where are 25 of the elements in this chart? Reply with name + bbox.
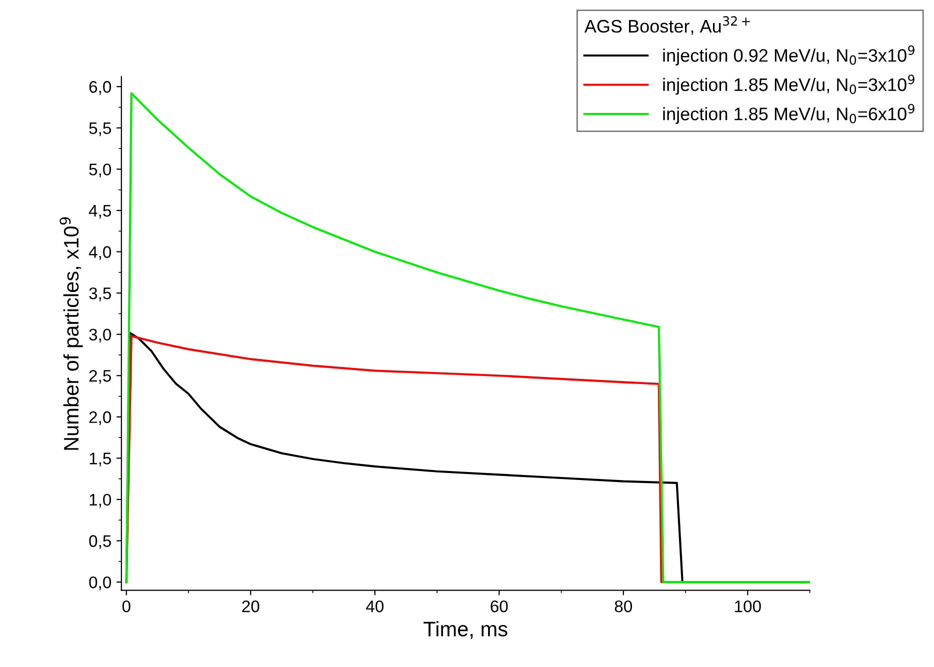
x-axis-title: Time, ms [424, 621, 508, 639]
y-tick-label: 1,0 [90, 494, 112, 508]
y-tick-label: 4,5 [88, 205, 111, 219]
x-tick-label: 100 [735, 600, 761, 612]
y-tick-label: 5,0 [89, 164, 112, 178]
legend-label: injection 1.85 MeV/u, N$_{0}$=6x10$^{9}$ [663, 104, 914, 124]
y-tick-label: 0,0 [89, 576, 112, 590]
y-tick-label: 2,5 [89, 370, 111, 384]
legend-label: injection 1.85 MeV/u, N$_{0}$=3x10$^{9}$ [663, 74, 914, 95]
y-tick-label: 6,0 [89, 81, 112, 95]
x-tick-label: 0 [122, 600, 130, 612]
x-tick-label: 60 [490, 600, 508, 612]
y-tick-label: 3,5 [89, 287, 111, 302]
y-tick-label: 1,5 [90, 452, 111, 466]
y-axis-title: Number of particles, x10$^{9}$ [60, 217, 83, 450]
legend-title: AGS Booster, Au$^{32+}$ [584, 16, 750, 35]
y-tick-label: 5,5 [89, 122, 111, 136]
legend-label: injection 0.92 MeV/u, N$_{0}$=3x10$^{9}$ [663, 45, 914, 66]
y-tick-label: 4,0 [88, 246, 112, 260]
y-tick-label: 3,0 [89, 328, 112, 342]
y-tick-label: 2,0 [89, 411, 112, 426]
y-tick-label: 0,5 [89, 535, 111, 549]
x-tick-label: 80 [614, 600, 632, 612]
x-tick-label: 40 [366, 600, 384, 612]
x-tick-label: 20 [242, 600, 260, 612]
